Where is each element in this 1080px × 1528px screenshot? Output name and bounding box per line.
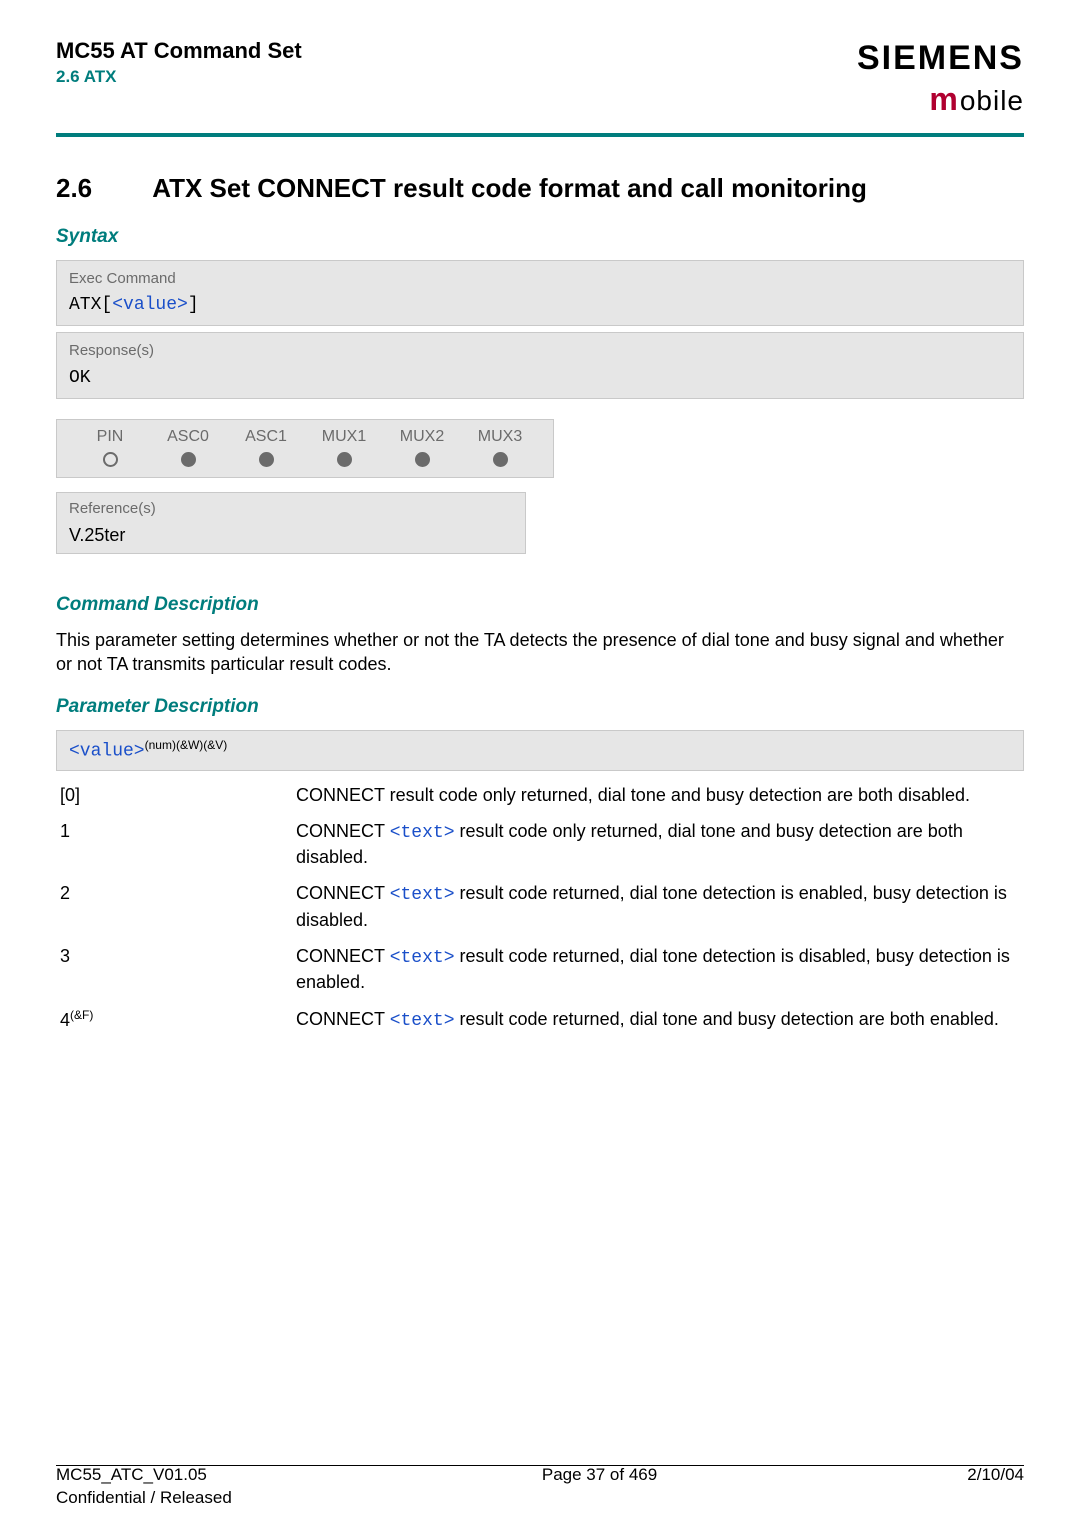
param-key-text: [0]	[60, 785, 80, 805]
exec-pre: ATX[	[69, 295, 112, 315]
param-rows: [0] CONNECT result code only returned, di…	[56, 777, 1024, 1039]
param-value-link[interactable]: <text>	[390, 1011, 455, 1031]
footer-right: 2/10/04	[967, 1464, 1024, 1487]
response-value: OK	[69, 366, 1011, 390]
command-desc-text: This parameter setting determines whethe…	[56, 628, 1024, 677]
reference-value: V.25ter	[69, 523, 513, 547]
param-key-text: 3	[60, 946, 70, 966]
section-heading: 2.6 ATX Set CONNECT result code format a…	[56, 171, 1024, 206]
exec-command-label: Exec Command	[69, 269, 1011, 289]
param-row: [0] CONNECT result code only returned, di…	[56, 777, 1024, 813]
param-value: CONNECT <text> result code returned, dia…	[296, 944, 1024, 995]
response-label: Response(s)	[69, 341, 1011, 361]
page-footer: MC55_ATC_V01.05 Confidential / Released …	[56, 1464, 1024, 1510]
param-desc-label: Parameter Description	[56, 694, 1024, 720]
section-number: 2.6	[56, 171, 146, 206]
param-value-pre: CONNECT	[296, 946, 390, 966]
dot-hollow-icon	[103, 452, 118, 467]
pin-table-body	[71, 452, 539, 467]
page-header: MC55 AT Command Set 2.6 ATX SIEMENS mobi…	[56, 36, 1024, 129]
param-key: 2	[56, 881, 296, 932]
param-key: 1	[56, 819, 296, 870]
pin-dot-cell	[71, 452, 149, 467]
header-rule	[56, 133, 1024, 137]
reference-box: Reference(s) V.25ter	[56, 492, 526, 555]
command-desc-label: Command Description	[56, 592, 1024, 618]
brand-subline: mobile	[857, 78, 1024, 121]
param-value: CONNECT <text> result code returned, dia…	[296, 1007, 1024, 1033]
pin-th: ASC0	[149, 426, 227, 452]
param-value-link[interactable]: <text>	[390, 885, 455, 905]
pin-dot-cell	[305, 452, 383, 467]
exec-command-box: Exec Command ATX[<value>]	[56, 260, 1024, 327]
pin-dot-cell	[227, 452, 305, 467]
pin-table-head: PIN ASC0 ASC1 MUX1 MUX2 MUX3	[71, 426, 539, 452]
dot-filled-icon	[493, 452, 508, 467]
param-value-pre: CONNECT	[296, 883, 390, 903]
brand-logo: SIEMENS	[857, 36, 1024, 82]
reference-label: Reference(s)	[69, 499, 513, 519]
footer-confidential: Confidential / Released	[56, 1487, 232, 1510]
exec-value-link[interactable]: <value>	[112, 295, 188, 315]
param-key-text: 1	[60, 821, 70, 841]
pin-dot-cell	[149, 452, 227, 467]
param-row: 1 CONNECT <text> result code only returne…	[56, 813, 1024, 876]
pin-th: MUX3	[461, 426, 539, 452]
pin-table: PIN ASC0 ASC1 MUX1 MUX2 MUX3	[56, 419, 554, 478]
pin-dot-cell	[461, 452, 539, 467]
param-row: 2 CONNECT <text> result code returned, di…	[56, 875, 1024, 938]
param-name-sup: (num)(&W)(&V)	[145, 738, 228, 752]
param-key-text: 4	[60, 1010, 70, 1030]
param-value-post: result code returned, dial tone and busy…	[455, 1009, 999, 1029]
param-value-link[interactable]: <text>	[390, 823, 455, 843]
footer-left: MC55_ATC_V01.05 Confidential / Released	[56, 1464, 232, 1510]
section-title: ATX Set CONNECT result code format and c…	[152, 173, 867, 203]
syntax-label: Syntax	[56, 224, 1024, 250]
param-row: 4(&F)CONNECT <text> result code returned…	[56, 1001, 1024, 1039]
response-box: Response(s) OK	[56, 332, 1024, 399]
header-right: SIEMENS mobile	[857, 36, 1024, 121]
pin-th: MUX1	[305, 426, 383, 452]
param-value-pre: CONNECT	[296, 821, 390, 841]
footer-center: Page 37 of 469	[232, 1464, 967, 1487]
param-value-pre: CONNECT	[296, 1009, 390, 1029]
pin-th: PIN	[71, 426, 149, 452]
param-key-sup: (&F)	[70, 1008, 93, 1022]
footer-doc-id: MC55_ATC_V01.05	[56, 1464, 232, 1487]
doc-title: MC55 AT Command Set	[56, 36, 302, 66]
param-key: 3	[56, 944, 296, 995]
param-key: 4(&F)	[56, 1007, 296, 1033]
param-name-link[interactable]: <value>	[69, 741, 145, 761]
header-left: MC55 AT Command Set 2.6 ATX	[56, 36, 302, 89]
dot-filled-icon	[415, 452, 430, 467]
dot-filled-icon	[259, 452, 274, 467]
param-value-pre: CONNECT result code only returned, dial …	[296, 785, 970, 805]
param-key-text: 2	[60, 883, 70, 903]
doc-section: 2.6 ATX	[56, 66, 302, 89]
pin-dot-cell	[383, 452, 461, 467]
param-value: CONNECT result code only returned, dial …	[296, 783, 1024, 807]
param-value: CONNECT <text> result code only returned…	[296, 819, 1024, 870]
param-key: [0]	[56, 783, 296, 807]
brand-sub-accent: m	[929, 78, 957, 121]
param-name-box: <value>(num)(&W)(&V)	[56, 730, 1024, 771]
pin-th: ASC1	[227, 426, 305, 452]
exec-post: ]	[188, 295, 199, 315]
exec-command-value: ATX[<value>]	[69, 293, 1011, 317]
param-row: 3 CONNECT <text> result code returned, di…	[56, 938, 1024, 1001]
brand-sub-rest: obile	[960, 82, 1024, 120]
dot-filled-icon	[181, 452, 196, 467]
dot-filled-icon	[337, 452, 352, 467]
pin-th: MUX2	[383, 426, 461, 452]
param-value: CONNECT <text> result code returned, dia…	[296, 881, 1024, 932]
param-value-link[interactable]: <text>	[390, 948, 455, 968]
